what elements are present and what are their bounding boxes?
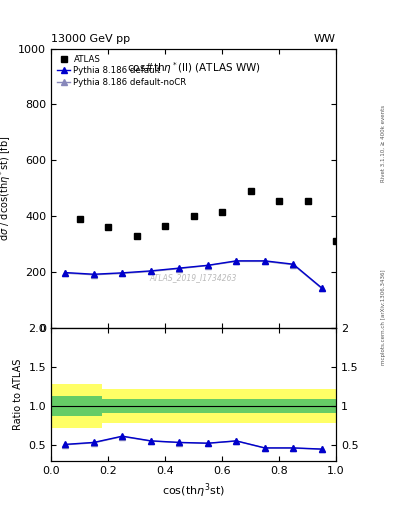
Pythia 8.186 default [63, 269, 68, 275]
ATLAS [191, 213, 196, 219]
Pythia 8.186 default [234, 258, 239, 264]
ATLAS [163, 223, 167, 229]
Text: mcplots.cern.ch [arXiv:1306.3436]: mcplots.cern.ch [arXiv:1306.3436] [381, 270, 386, 365]
Pythia 8.186 default-noCR [206, 263, 210, 269]
Pythia 8.186 default [291, 261, 296, 267]
Pythia 8.186 default [320, 285, 324, 291]
Text: cos#th$\eta^*$(ll) (ATLAS WW): cos#th$\eta^*$(ll) (ATLAS WW) [127, 60, 261, 76]
Pythia 8.186 default [92, 271, 96, 278]
Pythia 8.186 default [149, 268, 153, 274]
ATLAS [277, 198, 281, 204]
ATLAS [106, 224, 110, 230]
Line: Pythia 8.186 default-noCR: Pythia 8.186 default-noCR [62, 259, 325, 291]
Pythia 8.186 default-noCR [92, 272, 96, 278]
Pythia 8.186 default-noCR [234, 259, 239, 265]
Legend: ATLAS, Pythia 8.186 default, Pythia 8.186 default-noCR: ATLAS, Pythia 8.186 default, Pythia 8.18… [55, 53, 189, 89]
Pythia 8.186 default [120, 270, 125, 276]
Pythia 8.186 default [263, 258, 267, 264]
ATLAS [248, 188, 253, 194]
Text: Rivet 3.1.10, ≥ 400k events: Rivet 3.1.10, ≥ 400k events [381, 105, 386, 182]
ATLAS [220, 209, 224, 215]
Pythia 8.186 default-noCR [177, 266, 182, 272]
Y-axis label: Ratio to ATLAS: Ratio to ATLAS [13, 358, 23, 430]
ATLAS [305, 198, 310, 204]
Pythia 8.186 default-noCR [291, 262, 296, 268]
Text: WW: WW [314, 33, 336, 44]
ATLAS [134, 232, 139, 239]
ATLAS [334, 238, 338, 244]
Pythia 8.186 default [177, 265, 182, 271]
Line: Pythia 8.186 default: Pythia 8.186 default [62, 258, 325, 291]
X-axis label: cos(th$\eta^3$st): cos(th$\eta^3$st) [162, 481, 225, 500]
ATLAS [77, 216, 82, 222]
Pythia 8.186 default-noCR [120, 270, 125, 276]
Pythia 8.186 default-noCR [63, 270, 68, 276]
Pythia 8.186 default-noCR [149, 268, 153, 274]
Text: 13000 GeV pp: 13000 GeV pp [51, 33, 130, 44]
Line: ATLAS: ATLAS [76, 187, 340, 245]
Text: ATLAS_2019_I1734263: ATLAS_2019_I1734263 [150, 273, 237, 282]
Pythia 8.186 default [206, 262, 210, 268]
Pythia 8.186 default-noCR [320, 285, 324, 291]
Pythia 8.186 default-noCR [263, 259, 267, 265]
Y-axis label: d$\sigma$ / dcos(th$\eta^*$st) [fb]: d$\sigma$ / dcos(th$\eta^*$st) [fb] [0, 136, 13, 241]
